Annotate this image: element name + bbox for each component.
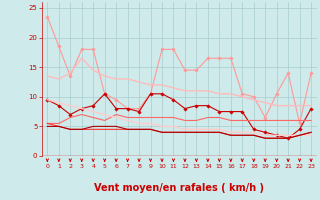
X-axis label: Vent moyen/en rafales ( km/h ): Vent moyen/en rafales ( km/h ) — [94, 183, 264, 193]
